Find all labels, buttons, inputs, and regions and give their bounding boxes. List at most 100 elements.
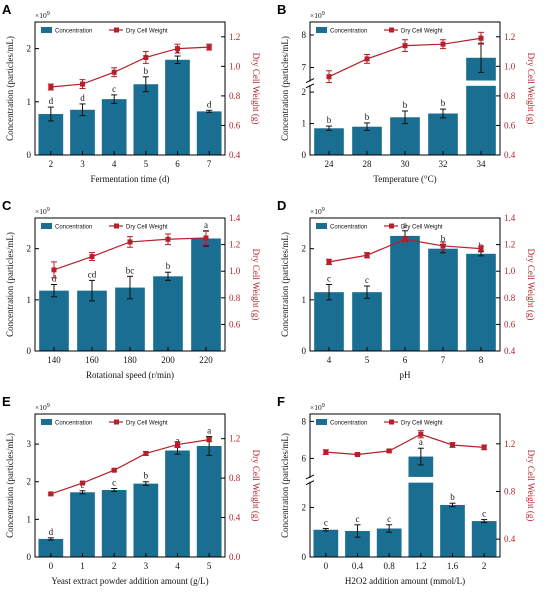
y-axis-label-right: Dry Cell Weight (g) <box>251 53 261 125</box>
exponent-power: 9 <box>47 11 50 17</box>
y-tick-label-left: 0 <box>302 150 307 160</box>
line-point-d-4 <box>478 246 484 252</box>
exponent-power: 9 <box>322 11 325 17</box>
line-point-e-1 <box>80 480 85 486</box>
line-point-c-2 <box>127 239 133 245</box>
panel-label-a: A <box>2 2 12 17</box>
significance-letter: c <box>112 478 116 488</box>
significance-letter: c <box>327 274 331 284</box>
line-point-c-0 <box>51 267 57 273</box>
significance-letter: a <box>204 220 208 230</box>
bar-d-0 <box>314 292 344 351</box>
y-axis-label-left: Concentration (particles/mL) <box>5 232 15 337</box>
exponent-label: ×109 <box>35 207 50 216</box>
exponent-label: ×109 <box>310 11 325 20</box>
plot-frame <box>34 21 226 156</box>
y-tick-label-right: 1.2 <box>229 32 240 42</box>
bar-a-4 <box>165 59 190 155</box>
x-tick-label: 180 <box>123 355 137 365</box>
panel-f: c c c a b c 0 2 6 8 0.4 0.8 1.2 0 0.4 0.8 1.2 1.6 2 H2O2 ad… <box>277 394 536 586</box>
exponent-base: ×10 <box>310 403 322 412</box>
legend-label-line: Dry Cell Weight <box>401 225 443 231</box>
line-point-e-3 <box>143 450 149 456</box>
y-axis-label-left: Concentration (particles/mL) <box>280 36 290 141</box>
y-tick-label-right: 0.4 <box>504 346 516 356</box>
y-tick-label-right: 1.2 <box>504 240 515 250</box>
y-tick-label-left: 0 <box>27 150 32 160</box>
bar-f-5 <box>471 521 497 557</box>
significance-letter: b <box>441 98 446 108</box>
bar-e-1 <box>70 492 95 557</box>
x-tick-label: 140 <box>47 355 61 365</box>
x-tick-label: 8 <box>479 355 484 365</box>
line-point-d-3 <box>440 243 446 249</box>
y-tick-label-left: 8 <box>302 30 307 40</box>
y-tick-label-right: 1.2 <box>229 240 240 250</box>
x-axis-label: Temperature (°C) <box>373 174 436 184</box>
y-tick-label-left: 0 <box>302 346 307 356</box>
panel-label-f: F <box>277 394 285 409</box>
dry-weight-line <box>50 439 210 495</box>
x-axis-label: Fermentation time (d) <box>91 174 170 184</box>
y-tick-label-left: 3 <box>27 439 32 449</box>
axis-break-band <box>310 476 500 483</box>
legend-label-line: Dry Cell Weight <box>126 225 168 231</box>
line-point-b-0 <box>326 74 332 80</box>
line-point-d-0 <box>326 259 332 265</box>
bar-e-5 <box>196 445 222 557</box>
dry-weight-line <box>325 433 485 456</box>
y-tick-label-right: 0.4 <box>504 534 516 544</box>
y-tick-label-right: 1.0 <box>504 61 516 71</box>
x-tick-label: 2 <box>49 159 54 169</box>
line-point-a-5 <box>206 44 212 50</box>
legend-swatch-marker <box>389 223 394 229</box>
significance-letter: b <box>365 112 370 122</box>
y-axis-label-left: Concentration (particles/mL) <box>280 433 290 538</box>
legend-swatch-bar <box>41 419 52 425</box>
x-tick-label: 7 <box>441 355 446 365</box>
legend-label-bar: Concentration <box>330 29 367 35</box>
y-tick-label-right: 0.0 <box>229 552 241 562</box>
x-tick-label: 220 <box>199 355 213 365</box>
y-tick-label-right: 0.6 <box>504 120 516 130</box>
panel-b: bbbba012780.40.60.81.01.22428303234Tempe… <box>277 2 536 184</box>
y-tick-label-left: 0 <box>27 552 32 562</box>
significance-letter: b <box>144 66 149 76</box>
exponent-base: ×10 <box>310 11 322 20</box>
line-point-f-3 <box>418 431 424 437</box>
significance-letter: d <box>80 93 85 103</box>
legend-label-line: Dry Cell Weight <box>401 421 443 427</box>
significance-letter: b <box>441 234 446 244</box>
legend-label-bar: Concentration <box>55 29 92 35</box>
x-tick-label: 5 <box>365 355 370 365</box>
line-point-b-1 <box>364 56 370 62</box>
x-tick-label: 4 <box>327 355 332 365</box>
y-tick-label-left: 1 <box>302 295 307 305</box>
y-axis-label-left: Concentration (particles/mL) <box>5 433 15 538</box>
bar-d-3 <box>428 248 458 351</box>
line-point-f-5 <box>481 444 487 450</box>
y-tick-label-left: 2 <box>302 502 307 512</box>
line-point-a-0 <box>48 84 54 90</box>
bar-c-3 <box>153 276 183 351</box>
legend-swatch-bar <box>41 223 52 229</box>
x-axis-label: Yeast extract powder addition amount (g/… <box>51 576 208 586</box>
bar-f-2 <box>376 528 402 557</box>
exponent-label: ×109 <box>310 403 325 412</box>
y-tick-label-right: 0.8 <box>229 473 241 483</box>
significance-letter: b <box>327 115 332 125</box>
significance-letter: d <box>49 96 54 106</box>
line-point-c-4 <box>203 235 209 241</box>
legend-swatch-bar <box>316 419 327 425</box>
line-point-a-3 <box>143 54 149 60</box>
y-tick-label-right: 1.2 <box>229 434 240 444</box>
y-tick-label-right: 1.0 <box>229 266 241 276</box>
y-tick-label-right: 0.6 <box>229 120 241 130</box>
significance-letter: cd <box>88 269 97 279</box>
significance-letter: c <box>482 509 486 519</box>
x-tick-label: 24 <box>325 159 335 169</box>
exponent-label: ×109 <box>310 207 325 216</box>
bar-d-1 <box>352 292 382 351</box>
legend-swatch-marker <box>389 27 394 33</box>
x-tick-label: 6 <box>403 355 408 365</box>
